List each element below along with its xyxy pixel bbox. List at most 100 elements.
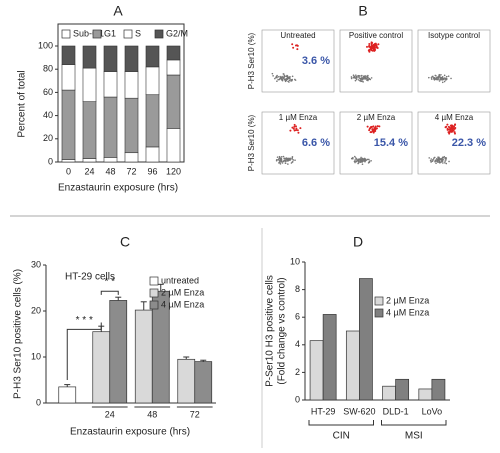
cell-dot [359, 77, 362, 80]
cell-dot [441, 79, 443, 81]
plot-frame [57, 23, 185, 163]
cell-dot [288, 79, 291, 82]
cell-dot [361, 77, 363, 80]
bar-segment [61, 159, 76, 163]
bar-segment [145, 66, 160, 96]
y-tick-label: 4 [295, 339, 300, 349]
cell-dot [367, 74, 369, 77]
cell-dot [361, 158, 364, 161]
x-tick-label: 120 [166, 166, 181, 176]
cell-dot [442, 162, 444, 164]
panel-label: C [120, 234, 130, 250]
cell-dot [365, 45, 368, 48]
bar [418, 388, 433, 401]
y-axis-title: P-H3 Ser10 (%) [247, 32, 256, 89]
cell-dot [434, 159, 437, 161]
sig-bracket [100, 290, 119, 295]
cell-dot [295, 127, 298, 130]
legend-label: G2/M [166, 28, 188, 38]
cell-dot [371, 128, 374, 131]
bar [134, 309, 153, 404]
bar [309, 340, 324, 401]
cytometry-plot [417, 29, 491, 93]
bar-segment [82, 67, 97, 102]
cell-dot [286, 160, 288, 162]
group-bracket [308, 420, 374, 426]
cell-dot [281, 79, 283, 81]
bar-segment [166, 128, 181, 163]
legend-swatch [123, 29, 133, 39]
cell-dot [354, 79, 357, 82]
cell-dot [355, 78, 358, 81]
cell-dot [441, 157, 443, 160]
cell-dot [366, 158, 369, 161]
bar [322, 314, 337, 401]
legend-swatch [374, 308, 384, 318]
cell-dot [271, 72, 274, 75]
x-tick-label: 48 [105, 166, 115, 176]
cell-dot [291, 79, 293, 82]
x-tick-label: 72 [126, 166, 136, 176]
cell-dot [359, 159, 361, 161]
cell-dot [357, 79, 360, 81]
cell-dot [360, 75, 363, 77]
cell-dot [370, 125, 373, 128]
cell-dot [350, 157, 353, 160]
cell-dot [356, 159, 358, 161]
cell-dot [284, 75, 286, 77]
cell-dot [276, 156, 279, 158]
cell-dot [353, 155, 356, 158]
cell-dot [451, 130, 454, 133]
legend-label: S [135, 28, 141, 38]
cell-dot [287, 163, 289, 165]
x-tick-label: DLD-1 [383, 406, 409, 416]
cell-dot [436, 160, 439, 163]
cell-dot [374, 125, 377, 128]
cell-dot [280, 160, 283, 163]
cell-dot [285, 157, 288, 160]
bar [431, 378, 446, 401]
cell-dot [291, 126, 294, 129]
cell-dot [281, 75, 283, 78]
cytometry-plot [339, 111, 413, 175]
cytometry-plot [261, 29, 335, 93]
cell-dot [284, 157, 286, 160]
cell-dot [372, 125, 375, 128]
bar [345, 330, 360, 401]
cell-dot [430, 76, 433, 79]
legend-swatch [149, 288, 159, 298]
cell-dot [443, 74, 446, 77]
y-axis-title: P-H3 Ser10 positive cells (%) [13, 269, 24, 399]
cell-label: Untreated [280, 31, 315, 40]
cell-dot [364, 160, 366, 163]
bar [194, 361, 213, 404]
cell-dot [284, 162, 287, 165]
cell-dot [355, 74, 357, 76]
cell-label: Isotype control [428, 31, 480, 40]
cell-dot [297, 131, 300, 134]
cell-label: Positive control [349, 31, 403, 40]
bar-segment [124, 97, 139, 154]
cell-dot [436, 159, 438, 162]
cell-dot [368, 42, 371, 45]
cell-dot [357, 160, 360, 163]
cell-dot [281, 162, 284, 164]
cell-dot [292, 159, 295, 161]
group-bracket [381, 420, 447, 426]
cell-dot [429, 159, 432, 162]
cell-dot [365, 159, 368, 161]
cell-dot [368, 158, 370, 161]
legend-swatch [374, 296, 384, 306]
cell-dot [286, 74, 288, 77]
legend-swatch [92, 29, 102, 39]
cell-dot [444, 160, 446, 162]
cell-dot [291, 43, 294, 46]
cell-dot [437, 159, 440, 161]
bar-segment [145, 45, 160, 68]
cell-dot [440, 73, 442, 76]
cell-dot [440, 78, 442, 81]
cell-dot [441, 77, 443, 80]
cell-dot [278, 160, 281, 162]
cell-dot [282, 73, 285, 75]
legend-label: untreated [161, 275, 199, 285]
